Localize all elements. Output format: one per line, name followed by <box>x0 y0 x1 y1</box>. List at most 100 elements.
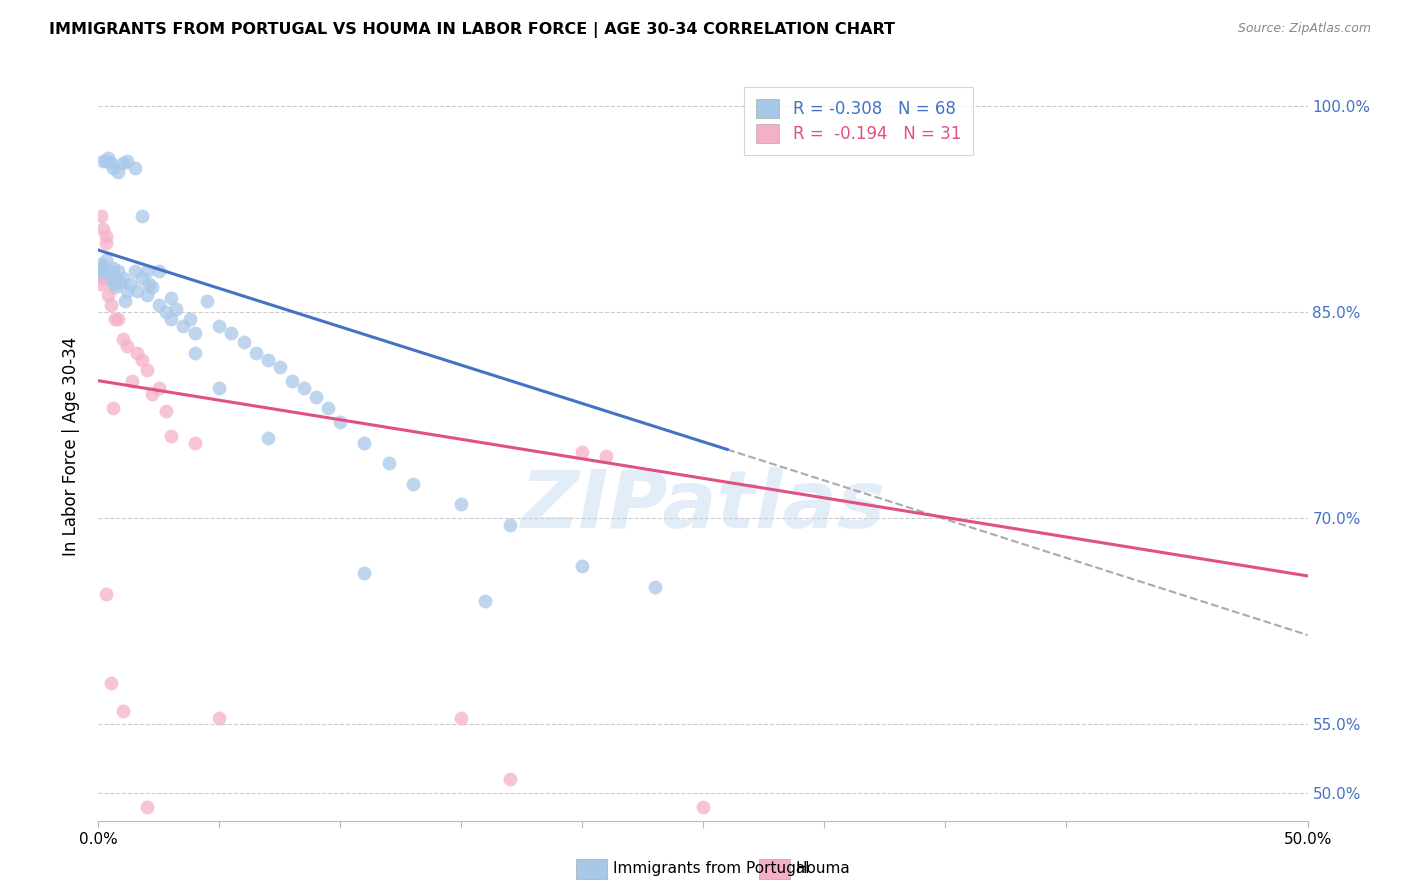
Point <box>131 270 153 285</box>
Point <box>184 346 207 360</box>
Point <box>256 432 278 446</box>
Point <box>138 277 160 292</box>
Point <box>179 311 201 326</box>
Point <box>450 710 472 724</box>
Point <box>131 209 153 223</box>
Point <box>100 298 122 312</box>
Point <box>148 298 170 312</box>
Point <box>184 326 207 340</box>
Point <box>90 267 112 281</box>
Point <box>114 293 136 308</box>
Point <box>97 151 120 165</box>
Text: Houma: Houma <box>796 862 851 876</box>
Point <box>91 270 114 285</box>
Point <box>160 311 183 326</box>
Point <box>131 353 153 368</box>
Point <box>595 450 617 464</box>
Point <box>148 263 170 277</box>
Point <box>121 374 143 388</box>
Point <box>124 263 146 277</box>
Point <box>111 270 134 285</box>
Point <box>108 275 131 289</box>
Point <box>232 335 254 350</box>
Point <box>195 293 218 308</box>
Point <box>117 339 139 353</box>
Point <box>160 291 183 305</box>
Point <box>644 580 666 594</box>
Point <box>100 676 122 690</box>
Point <box>90 209 112 223</box>
Point <box>329 415 352 429</box>
Point <box>94 587 117 601</box>
Text: Immigrants from Portugal: Immigrants from Portugal <box>613 862 810 876</box>
Point <box>124 161 146 175</box>
Point <box>208 710 231 724</box>
Point <box>141 387 163 401</box>
Point <box>165 302 187 317</box>
Point <box>316 401 339 416</box>
Point <box>91 222 114 236</box>
Point <box>498 772 520 787</box>
Point <box>160 428 183 442</box>
Text: Source: ZipAtlas.com: Source: ZipAtlas.com <box>1237 22 1371 36</box>
Point <box>135 362 157 376</box>
Point <box>172 318 194 333</box>
Point <box>353 566 375 581</box>
Legend: R = -0.308   N = 68, R =  -0.194   N = 31: R = -0.308 N = 68, R = -0.194 N = 31 <box>744 87 973 155</box>
Point <box>94 236 117 251</box>
Point <box>107 263 129 277</box>
Point <box>148 380 170 394</box>
Point <box>97 263 120 277</box>
Point <box>292 380 315 394</box>
Point <box>111 333 134 347</box>
Point <box>90 257 112 271</box>
Point <box>104 311 127 326</box>
Point <box>100 156 122 170</box>
Point <box>208 318 231 333</box>
Point <box>184 435 207 450</box>
Point <box>402 476 425 491</box>
Point <box>155 404 177 418</box>
Text: IMMIGRANTS FROM PORTUGAL VS HOUMA IN LABOR FORCE | AGE 30-34 CORRELATION CHART: IMMIGRANTS FROM PORTUGAL VS HOUMA IN LAB… <box>49 22 896 38</box>
Point <box>245 346 267 360</box>
Point <box>269 359 291 374</box>
Point <box>94 252 117 267</box>
Point <box>94 229 117 244</box>
Point <box>101 260 124 275</box>
Point <box>91 260 114 275</box>
Point <box>107 165 129 179</box>
Point <box>571 559 593 574</box>
Point <box>91 153 114 168</box>
Point <box>90 277 112 292</box>
Point <box>118 277 141 292</box>
Point <box>127 285 149 299</box>
Point <box>111 156 134 170</box>
Point <box>117 285 139 299</box>
Point <box>135 263 157 277</box>
Point <box>208 380 231 394</box>
Point <box>281 374 304 388</box>
Point <box>111 704 134 718</box>
Point <box>141 280 163 294</box>
Point <box>221 326 243 340</box>
Point <box>94 153 117 168</box>
Point <box>104 270 127 285</box>
Point <box>353 435 375 450</box>
Point <box>101 401 124 416</box>
Point <box>450 498 472 512</box>
Text: ZIPatlas: ZIPatlas <box>520 467 886 545</box>
Point <box>498 518 520 533</box>
Point <box>155 305 177 319</box>
Y-axis label: In Labor Force | Age 30-34: In Labor Force | Age 30-34 <box>62 336 80 556</box>
Point <box>571 445 593 459</box>
Point <box>104 280 127 294</box>
Point <box>127 346 149 360</box>
Point <box>107 311 129 326</box>
Point <box>305 390 328 404</box>
Point <box>117 153 139 168</box>
Point <box>256 353 278 368</box>
Point <box>135 288 157 302</box>
Point <box>377 456 399 470</box>
Point <box>101 161 124 175</box>
Point <box>101 277 124 292</box>
